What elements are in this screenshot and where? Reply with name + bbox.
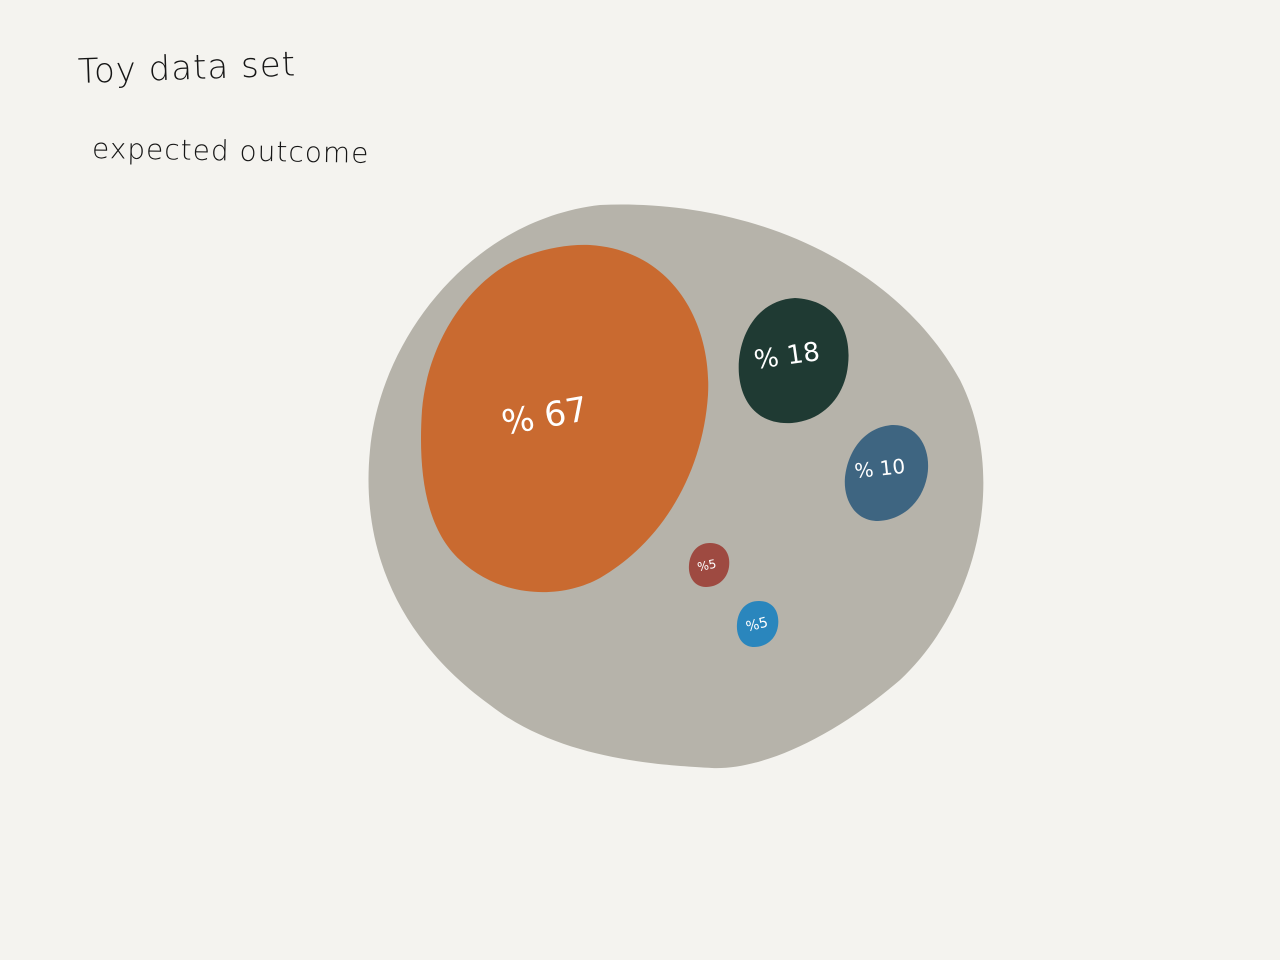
bubble-5b-label: %5 xyxy=(744,615,769,636)
bubble-10 xyxy=(844,424,929,521)
bubble-5a xyxy=(688,543,730,587)
bubble-67 xyxy=(420,244,709,593)
bubble-10-label: % 10 xyxy=(853,454,906,483)
bubble-18 xyxy=(738,298,849,424)
bubble-5b xyxy=(736,601,779,647)
bubble-5a-label: %5 xyxy=(696,557,718,575)
